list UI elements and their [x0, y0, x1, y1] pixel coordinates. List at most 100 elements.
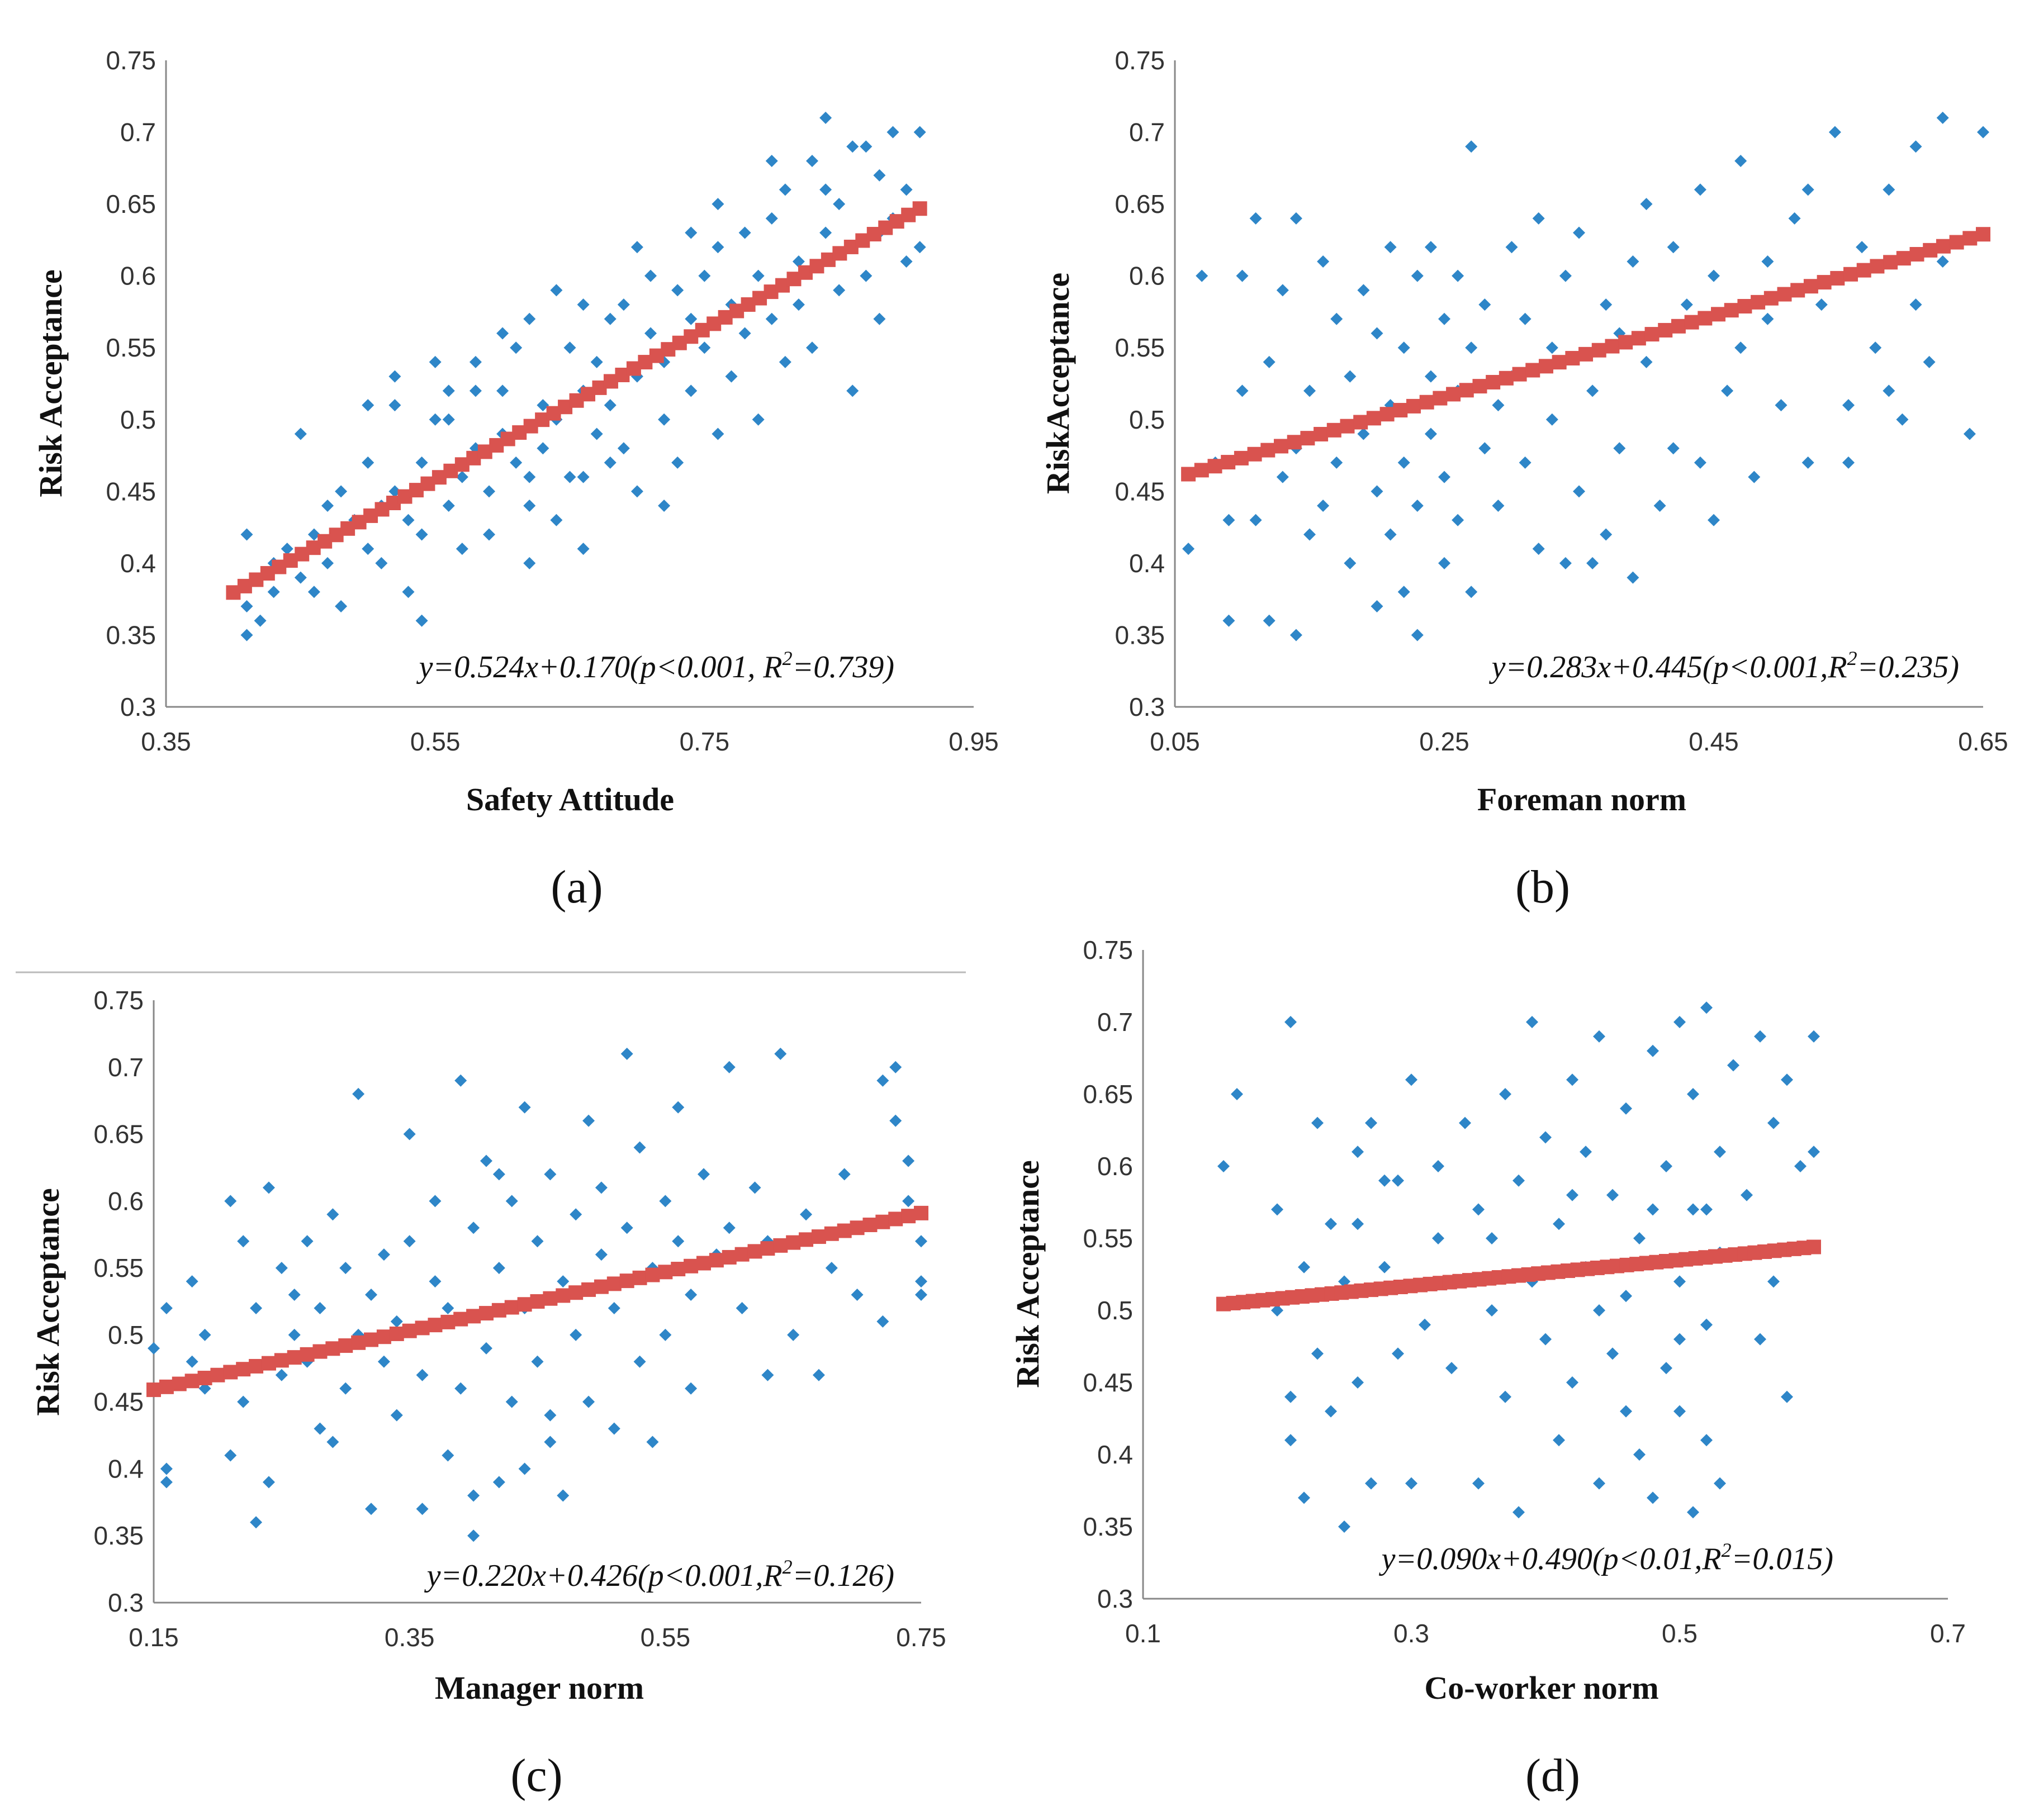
- scatter-point: [1673, 1016, 1686, 1028]
- x-tick-label: 0.65: [1958, 727, 2008, 756]
- scatter-point: [1459, 1116, 1471, 1129]
- trend-marker: [1353, 415, 1368, 430]
- trend-marker: [453, 1311, 468, 1327]
- trend-marker: [543, 1291, 558, 1306]
- y-tick-label: 0.4: [108, 1454, 144, 1483]
- scatter-point: [523, 312, 536, 325]
- scatter-point: [819, 226, 832, 239]
- scatter-points: [148, 1047, 927, 1542]
- scatter-point: [1478, 298, 1491, 311]
- scatter-point: [483, 528, 495, 541]
- scatter-point: [1687, 1088, 1699, 1100]
- trend-marker: [1618, 335, 1633, 350]
- scatter-point: [1586, 384, 1599, 397]
- scatter-point: [761, 1368, 774, 1381]
- trend-marker: [1936, 239, 1951, 254]
- scatter-point: [1647, 1044, 1659, 1057]
- panel-caption: (a): [551, 861, 603, 913]
- scatter-point: [262, 1181, 275, 1194]
- scatter-point: [1896, 413, 1909, 426]
- scatter-point: [1808, 1030, 1820, 1043]
- scatter-point: [1424, 241, 1437, 254]
- scatter-point: [1734, 341, 1747, 354]
- regression-equation: y=0.524x+0.170(p<0.001, R2=0.739): [416, 647, 894, 685]
- scatter-point: [595, 1181, 608, 1194]
- trend-marker: [1459, 383, 1474, 398]
- y-tick-label: 0.55: [106, 333, 156, 362]
- trend-marker: [146, 1382, 161, 1398]
- scatter-point: [582, 1114, 595, 1127]
- scatter-points: [1182, 111, 1989, 641]
- scatter-point: [1653, 500, 1666, 512]
- scatter-point: [876, 1074, 889, 1087]
- scatter-point: [748, 1181, 761, 1194]
- scatter-point: [1298, 1491, 1310, 1504]
- scatter-point: [1330, 312, 1343, 325]
- panel-caption: (c): [510, 1750, 562, 1802]
- trend-marker: [210, 1367, 225, 1382]
- panel-caption: (b): [1515, 861, 1570, 913]
- scatter-point: [237, 1235, 250, 1248]
- scatter-point: [1365, 1116, 1377, 1129]
- scatter-point: [442, 1449, 454, 1462]
- scatter-point: [1217, 1160, 1230, 1172]
- y-tick-label: 0.6: [120, 262, 156, 291]
- trend-marker: [1366, 411, 1381, 426]
- trend-marker: [1698, 311, 1713, 326]
- trend-marker: [619, 1273, 634, 1289]
- scatter-point: [860, 140, 873, 153]
- trend-marker: [504, 1300, 519, 1315]
- trend-marker: [159, 1379, 174, 1394]
- trend-marker: [862, 1217, 878, 1232]
- scatter-points: [240, 111, 926, 641]
- x-tick-label: 0.55: [641, 1623, 691, 1652]
- scatter-point: [787, 1328, 800, 1341]
- trend-marker: [1856, 263, 1871, 278]
- y-tick-label: 0.65: [1083, 1080, 1133, 1109]
- scatter-point: [1526, 1016, 1538, 1028]
- scatter-point: [1492, 399, 1505, 412]
- scatter-point: [1801, 183, 1814, 196]
- scatter-point: [1357, 284, 1370, 297]
- trend-marker: [684, 1258, 699, 1273]
- scatter-point: [148, 1342, 160, 1355]
- y-axis-label: Risk Acceptance: [1009, 1160, 1046, 1388]
- regression-equation: y=0.090x+0.490(p<0.01,R2=0.015): [1379, 1539, 1833, 1576]
- panel-a: 0.3 0.35 0.4 0.45 0.5 0.55 0.6 0.65 0.7 0.75 0.35…: [32, 46, 999, 913]
- scatter-point: [1586, 557, 1599, 569]
- scatter-point: [1600, 298, 1613, 311]
- trend-line: [146, 1205, 928, 1398]
- scatter-point: [1580, 1146, 1592, 1158]
- scatter-point: [1714, 1146, 1726, 1158]
- scatter-point: [570, 1208, 582, 1221]
- scatter-point: [339, 1382, 352, 1395]
- trend-marker: [466, 1309, 481, 1324]
- scatter-point: [1673, 1405, 1686, 1418]
- trend-marker: [760, 1241, 775, 1256]
- scatter-point: [510, 456, 523, 469]
- scatter-point: [326, 1436, 339, 1448]
- trend-marker: [338, 1338, 353, 1353]
- trend-marker: [1499, 370, 1514, 386]
- trend-marker: [1790, 283, 1805, 298]
- trend-marker: [1578, 346, 1594, 362]
- scatter-point: [1519, 456, 1532, 469]
- scatter-point: [1700, 1203, 1713, 1216]
- scatter-point: [752, 413, 765, 426]
- scatter-point: [314, 1301, 326, 1314]
- scatter-point: [915, 1289, 927, 1301]
- trend-marker: [223, 1365, 238, 1380]
- scatter-point: [604, 399, 617, 412]
- scatter-point: [339, 1262, 352, 1275]
- scatter-point: [646, 1436, 659, 1448]
- trend-marker: [1870, 259, 1885, 274]
- scatter-point: [1519, 312, 1532, 325]
- scatter-point: [523, 500, 536, 512]
- scatter-point: [186, 1275, 198, 1288]
- scatter-point: [288, 1328, 301, 1341]
- scatter-point: [198, 1382, 211, 1395]
- scatter-point: [237, 1395, 250, 1408]
- trend-marker: [1512, 367, 1527, 382]
- scatter-point: [738, 226, 751, 239]
- scatter-point: [1801, 456, 1814, 469]
